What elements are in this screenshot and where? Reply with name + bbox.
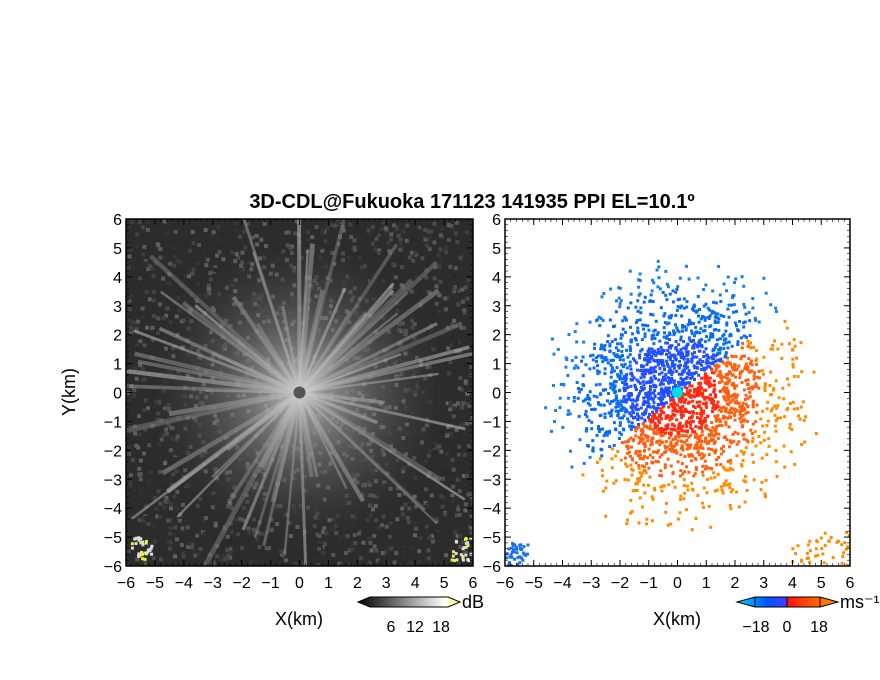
y-tick-label: 0 xyxy=(113,386,122,403)
y-tick-label: 4 xyxy=(113,270,122,287)
velocity-colorbar: ms⁻¹ −18 0 18 xyxy=(735,592,880,636)
y-tick-label: 3 xyxy=(113,299,122,316)
x-tick-label: −6 xyxy=(117,575,135,592)
x-tick-label: 6 xyxy=(846,575,855,592)
cb-right-tick-0: −18 xyxy=(742,619,769,636)
x-tick-label: 2 xyxy=(731,575,740,592)
x-tick-label: −6 xyxy=(496,575,514,592)
x-tick-label: −2 xyxy=(233,575,251,592)
x-tick-label: 0 xyxy=(673,575,682,592)
y-tick-label: −2 xyxy=(483,443,501,460)
y-tick-label: −1 xyxy=(483,414,501,431)
y-tick-label: 5 xyxy=(492,241,501,258)
x-tick-label: 1 xyxy=(702,575,711,592)
y-tick-label: −3 xyxy=(104,472,122,489)
y-axis-label: Y(km) xyxy=(59,368,79,416)
y-tick-label: −5 xyxy=(104,530,122,547)
x-tick-label: −1 xyxy=(640,575,658,592)
y-tick-label: −3 xyxy=(483,472,501,489)
y-tick-label: −1 xyxy=(104,414,122,431)
chart-title: 3D-CDL@Fukuoka 171123 141935 PPI EL=10.1… xyxy=(249,191,694,213)
x-tick-label: −1 xyxy=(261,575,279,592)
y-tick-label: −5 xyxy=(483,530,501,547)
velocity-panel: −6 −5 −4 −3 −2 −1 0 1 2 3 4 5 6 6 5 4 3 2 1 0 −1 −2 −3 −4 −5 −6 X… xyxy=(483,212,855,629)
x-tick-label: 5 xyxy=(440,575,449,592)
x-tick-label: 0 xyxy=(295,575,304,592)
y-tick-label: −6 xyxy=(483,559,501,576)
colorbar-unit-right: ms⁻¹ xyxy=(840,592,880,612)
y-tick-label: 6 xyxy=(492,212,501,229)
x-tick-label: −5 xyxy=(525,575,543,592)
origin-marker xyxy=(672,387,683,398)
cb-left-tick-1: 12 xyxy=(406,619,424,636)
x-tick-label: 2 xyxy=(353,575,362,592)
cb-right-tick-2: 18 xyxy=(810,619,828,636)
x-tick-label: 3 xyxy=(759,575,768,592)
y-tick-label: 0 xyxy=(492,386,501,403)
x-tick-label: −4 xyxy=(175,575,193,592)
x-tick-label: 1 xyxy=(324,575,333,592)
y-tick-label: −4 xyxy=(104,501,122,518)
y-tick-label: −2 xyxy=(104,443,122,460)
x-tick-label: −5 xyxy=(146,575,164,592)
y-tick-label: 1 xyxy=(113,357,122,374)
x-axis-label-right: X(km) xyxy=(653,609,701,629)
x-tick-label: −2 xyxy=(611,575,629,592)
cb-right-tick-1: 0 xyxy=(783,619,792,636)
x-tick-label: 4 xyxy=(411,575,420,592)
cb-left-tick-2: 18 xyxy=(432,619,450,636)
y-tick-label: 3 xyxy=(492,299,501,316)
x-tick-label: −3 xyxy=(204,575,222,592)
x-tick-label: −4 xyxy=(553,575,571,592)
y-tick-label: 5 xyxy=(113,241,122,258)
x-axis-label-left: X(km) xyxy=(275,609,323,629)
y-tick-label: −6 xyxy=(104,559,122,576)
x-tick-label: 6 xyxy=(469,575,478,592)
y-tick-label: 6 xyxy=(113,212,122,229)
reflectivity-colorbar: dB 6 12 18 xyxy=(356,592,484,636)
y-tick-label: 2 xyxy=(113,328,122,345)
y-tick-label: −4 xyxy=(483,501,501,518)
colorbar-unit-left: dB xyxy=(462,592,484,612)
x-tick-label: −3 xyxy=(582,575,600,592)
y-tick-label: 4 xyxy=(492,270,501,287)
reflectivity-panel: −6 −5 −4 −3 −2 −1 0 1 2 3 4 5 6 6 5 4 3 2 1 0 −1 −2 −3 −4 −5 −6 X… xyxy=(59,212,478,629)
y-tick-label: 2 xyxy=(492,328,501,345)
y-tick-label: 1 xyxy=(492,357,501,374)
cb-left-tick-0: 6 xyxy=(387,619,396,636)
x-tick-label: 3 xyxy=(382,575,391,592)
x-tick-label: 4 xyxy=(788,575,797,592)
x-tick-label: 5 xyxy=(817,575,826,592)
